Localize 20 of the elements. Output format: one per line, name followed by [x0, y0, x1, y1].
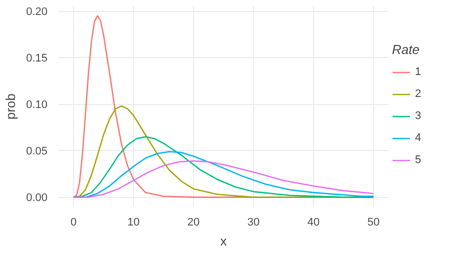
legend-label: 3: [415, 110, 422, 122]
x-tick-label: 50: [367, 216, 380, 228]
y-tick-label: 0.20: [26, 6, 48, 18]
line-series: [72, 160, 374, 198]
y-tick-label: 0.05: [26, 146, 48, 158]
y-tick-label: 0.10: [26, 99, 48, 112]
x-tick-label: 40: [307, 216, 320, 228]
legend-title: Rate: [392, 42, 420, 57]
legend-label: 4: [415, 132, 422, 144]
y-axis-title: prob: [3, 93, 18, 120]
x-tick-label: 20: [187, 216, 200, 228]
y-tick-label: 0.00: [26, 192, 48, 204]
x-tick-label: 0: [70, 216, 77, 228]
legend-label: 1: [415, 66, 422, 78]
y-tick-label: 0.15: [26, 52, 48, 65]
x-axis-title: x: [220, 234, 228, 248]
legend-label: 5: [415, 154, 422, 166]
x-tick-label: 30: [247, 216, 260, 228]
x-tick-label: 10: [127, 216, 140, 228]
legend-label: 2: [415, 88, 422, 100]
